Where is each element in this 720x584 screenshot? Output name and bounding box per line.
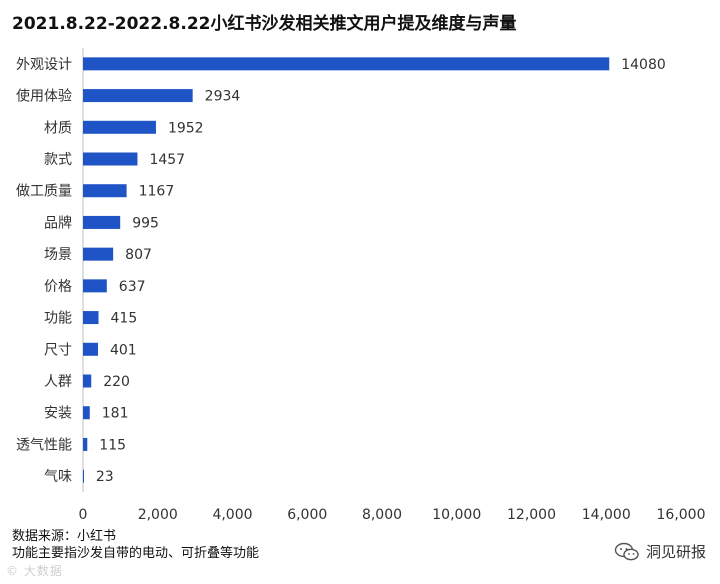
x-tick-label: 16,000 (657, 507, 706, 523)
bar (83, 247, 114, 261)
bar (83, 311, 99, 325)
data-label: 220 (103, 374, 130, 390)
bar (83, 89, 193, 103)
x-tick-label: 10,000 (432, 507, 481, 523)
category-label: 人群 (44, 374, 72, 390)
x-tick-label: 4,000 (212, 507, 252, 523)
category-label: 品牌 (44, 214, 72, 231)
category-label: 安装 (44, 406, 72, 422)
x-tick-label: 6,000 (287, 507, 327, 523)
bar (83, 342, 98, 356)
x-tick-label: 12,000 (507, 507, 556, 523)
category-label: 使用体验 (16, 88, 72, 105)
source-note: 数据来源：小红书 (12, 529, 117, 544)
bar (83, 374, 92, 388)
category-label: 款式 (44, 152, 72, 168)
faint-watermark: © 大数据 (6, 564, 63, 578)
category-label: 外观设计 (16, 57, 72, 73)
data-label: 401 (110, 342, 137, 358)
wechat-icon (614, 542, 639, 560)
data-label: 637 (119, 279, 146, 295)
x-tick-label: 2,000 (138, 507, 178, 523)
data-label: 115 (99, 437, 126, 453)
bar (83, 469, 84, 483)
data-label: 1457 (149, 152, 185, 168)
data-label: 1167 (139, 184, 175, 200)
category-label: 做工质量 (16, 184, 72, 200)
chart-title: 2021.8.22-2022.8.22小红书沙发相关推文用户提及维度与声量 (12, 14, 517, 34)
category-label: 透气性能 (16, 437, 72, 453)
watermark: 洞见研报 (614, 541, 706, 562)
footnote: 功能主要指沙发自带的电动、可折叠等功能 (12, 546, 260, 561)
category-label: 气味 (44, 469, 72, 485)
bar (83, 279, 107, 293)
bar (83, 215, 121, 229)
data-label: 415 (111, 311, 138, 327)
bar (83, 406, 90, 420)
bar (83, 184, 127, 198)
data-label: 807 (125, 247, 152, 263)
data-label: 23 (96, 469, 114, 485)
data-label: 995 (132, 215, 159, 231)
watermark-text: 洞见研报 (645, 543, 706, 561)
x-tick-label: 8,000 (362, 507, 402, 523)
bar (83, 120, 156, 134)
data-label: 2934 (205, 89, 241, 105)
category-label: 尺寸 (44, 342, 72, 358)
category-label: 功能 (44, 311, 72, 327)
category-label: 场景 (44, 247, 72, 263)
data-label: 1952 (168, 120, 204, 136)
category-label: 材质 (44, 120, 72, 136)
bar (83, 152, 138, 166)
x-tick-label: 0 (79, 507, 88, 523)
category-label: 价格 (44, 279, 72, 295)
x-tick-label: 14,000 (582, 507, 631, 523)
bar (83, 437, 88, 451)
bar (83, 57, 610, 71)
data-label: 14080 (621, 57, 666, 73)
chart-footer: 数据来源：小红书 功能主要指沙发自带的电动、可折叠等功能 (12, 528, 259, 562)
data-label: 181 (102, 406, 129, 422)
